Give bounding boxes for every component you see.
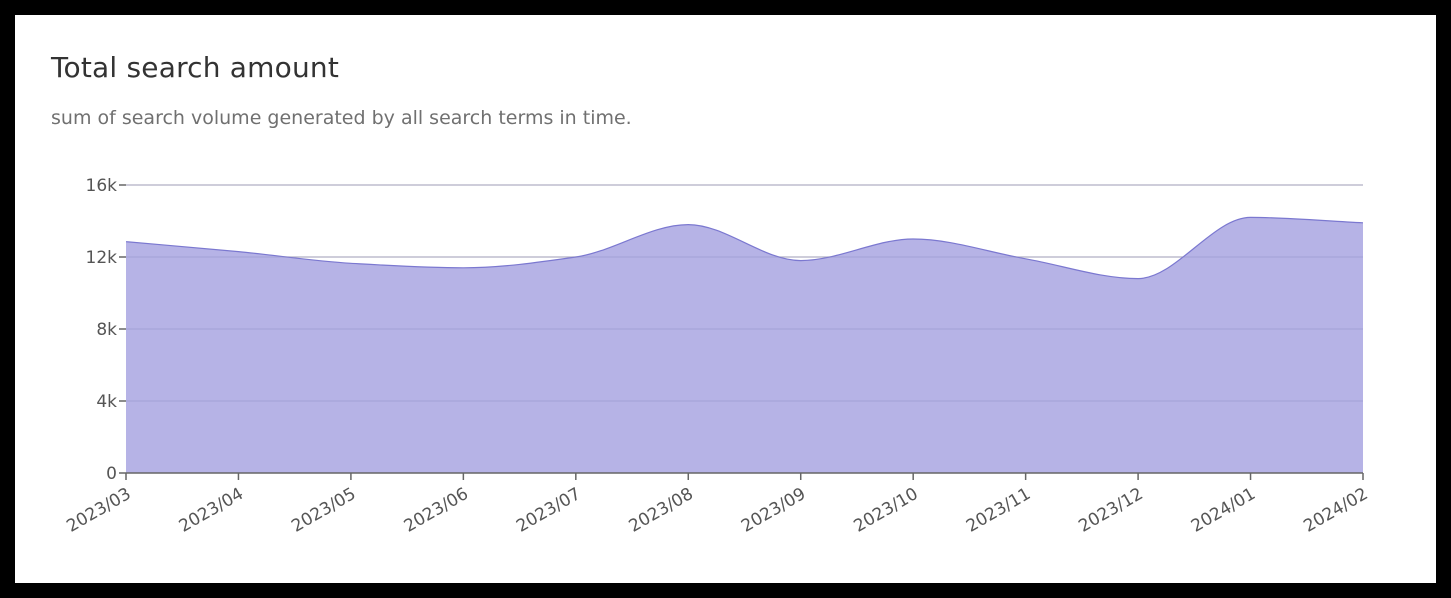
x-tick-label: 2023/06: [401, 484, 472, 537]
y-tick-label: 0: [106, 464, 117, 484]
chart-subtitle: sum of search volume generated by all se…: [51, 107, 632, 129]
grid-lines-overlay: [126, 184, 1363, 402]
x-tick-label: 2024/02: [1300, 484, 1371, 537]
x-tick-label: 2023/05: [288, 484, 359, 537]
y-tick-label: 16k: [86, 176, 118, 196]
y-axis: 0 4k 8k 12k 16k: [86, 176, 126, 484]
y-tick-label: 4k: [96, 392, 117, 412]
y-tick-label: 8k: [96, 320, 117, 340]
x-tick-label: 2023/10: [851, 484, 922, 537]
area-series-outline: [125, 216, 1364, 280]
x-tick-label: 2023/03: [63, 484, 134, 537]
x-tick-label: 2023/08: [626, 484, 697, 537]
area-series: [126, 217, 1363, 473]
y-tick-label: 12k: [86, 248, 118, 268]
x-tick-label: 2023/09: [738, 484, 809, 537]
x-axis: 2023/03 2023/04 2023/05 2023/06 2023/07 2023/…: [63, 472, 1372, 537]
x-tick-label: 2024/01: [1188, 484, 1259, 537]
x-tick-label: 2023/12: [1075, 484, 1146, 537]
x-tick-label: 2023/04: [176, 484, 247, 537]
chart-title: Total search amount: [51, 51, 340, 84]
x-tick-label: 2023/11: [963, 484, 1034, 537]
x-tick-label: 2023/07: [513, 484, 584, 537]
